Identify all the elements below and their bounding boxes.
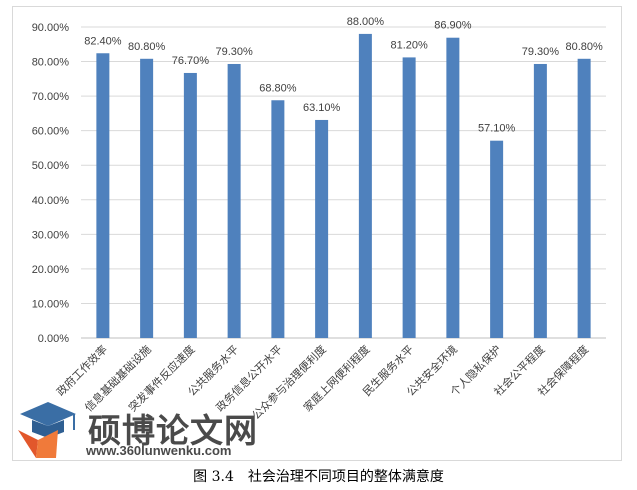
bar [402,57,416,339]
y-axis-tick-labels: 0.00% 10.00% 20.00% 30.00% 40.00% 50.00% 60.00… [32,22,70,345]
bars [96,33,591,339]
data-label: 79.30% [522,46,560,58]
data-label: 79.30% [215,46,253,58]
data-label: 86.90% [434,20,472,32]
bar [446,37,460,339]
data-label: 80.80% [128,41,166,53]
bar [140,58,154,339]
y-tick-label: 10.00% [32,298,70,310]
y-tick-label: 40.00% [32,195,70,207]
y-tick-label: 30.00% [32,229,70,241]
y-tick-label: 50.00% [32,160,70,172]
bar [533,63,547,338]
grid-lines [81,26,606,339]
bar [358,33,372,339]
y-tick-label: 90.00% [32,22,70,34]
data-label: 76.70% [172,55,210,67]
bar [96,53,110,339]
data-label: 82.40% [84,35,122,47]
bar-chart: 0.00% 10.00% 20.00% 30.00% 40.00% 50.00% 60.00… [32,16,606,422]
bar [577,58,591,339]
data-labels: 82.40% 80.80% 76.70% 79.30% 68.80% 63.10% 88.0… [84,16,603,135]
bar [227,63,241,338]
watermark-url: www.360lunwenku.com [86,443,232,458]
watermark: 硕博论文网 www.360lunwenku.com [14,392,264,462]
data-label: 68.80% [259,82,297,94]
y-tick-label: 80.00% [32,57,70,69]
bar [183,72,197,338]
y-tick-label: 20.00% [32,264,70,276]
watermark-brand: 硕博论文网 [88,411,258,450]
bar [271,100,285,338]
graduation-cap-logo-icon [18,402,76,458]
bar [490,140,504,338]
data-label: 80.80% [565,41,603,53]
data-label: 81.20% [390,39,428,51]
y-tick-label: 60.00% [32,126,70,138]
data-label: 88.00% [347,16,385,28]
y-tick-label: 0.00% [38,333,69,345]
y-tick-label: 70.00% [32,91,70,103]
data-label: 57.10% [478,123,516,135]
data-label: 63.10% [303,102,341,114]
bar [315,119,329,339]
figure-caption: 图 3.4 社会治理不同项目的整体满意度 [193,469,444,485]
